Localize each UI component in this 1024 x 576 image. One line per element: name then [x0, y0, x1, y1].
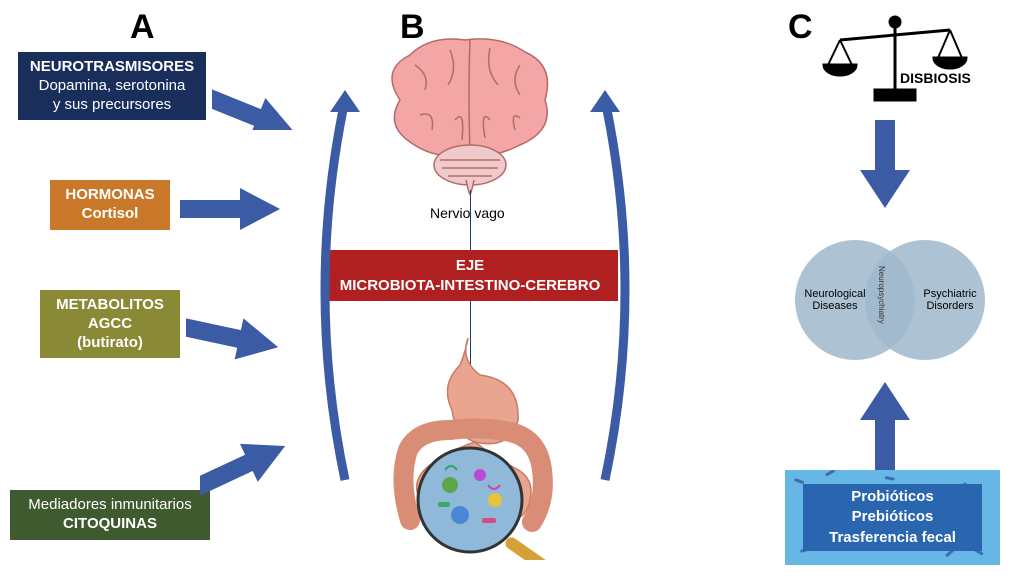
- venn-left-label: Neurological Diseases: [795, 288, 875, 312]
- curved-arrow-left: [300, 90, 360, 495]
- box-neurotrasmisores: NEUROTRASMISORES Dopamina, serotonina y …: [18, 52, 206, 120]
- section-a-label: A: [130, 8, 155, 47]
- box-metab-title: METABOLITOS: [48, 296, 172, 315]
- box-horm-sub: Cortisol: [58, 205, 162, 224]
- section-c-label: C: [788, 8, 813, 47]
- scale-icon: [820, 10, 970, 115]
- box-cito-title: Mediadores inmunitarios: [18, 496, 202, 515]
- arrow-horm: [180, 182, 290, 236]
- curved-arrow-right: [590, 90, 650, 495]
- arrow-treat-to-venn: [860, 380, 910, 475]
- box-neuro-sub: Dopamina, serotonina y sus precursores: [26, 77, 198, 115]
- venn-mid-label: Neuropsychiatry: [877, 266, 886, 324]
- box-metab-sub: AGCC (butirato): [48, 315, 172, 353]
- arrow-scale-to-venn: [860, 120, 910, 215]
- box-metabolitos: METABOLITOS AGCC (butirato): [40, 290, 180, 358]
- disbiosis-label: DISBIOSIS: [900, 70, 971, 86]
- treat-line2: Prebióticos: [803, 507, 982, 527]
- box-horm-title: HORMONAS: [58, 186, 162, 205]
- treatment-box: Probióticos Prebióticos Trasferencia fec…: [785, 470, 1000, 565]
- eje-line1: EJE: [332, 256, 608, 276]
- eje-red-box: EJE MICROBIOTA-INTESTINO-CEREBRO: [322, 250, 618, 301]
- box-citoquinas: Mediadores inmunitarios CITOQUINAS: [10, 490, 210, 540]
- gut-icon: [360, 330, 600, 565]
- nervio-vago-label: Nervio vago: [430, 205, 505, 221]
- brain-icon: [370, 30, 570, 200]
- arrow-metab: [186, 300, 296, 360]
- treat-line1: Probióticos: [803, 487, 982, 507]
- box-hormonas: HORMONAS Cortisol: [50, 180, 170, 230]
- box-neuro-title: NEUROTRASMISORES: [26, 58, 198, 77]
- eje-line2: MICROBIOTA-INTESTINO-CEREBRO: [332, 276, 608, 296]
- box-cito-sub: CITOQUINAS: [18, 515, 202, 534]
- treat-line3: Trasferencia fecal: [803, 528, 982, 548]
- venn-right-label: Psychiatric Disorders: [910, 288, 990, 312]
